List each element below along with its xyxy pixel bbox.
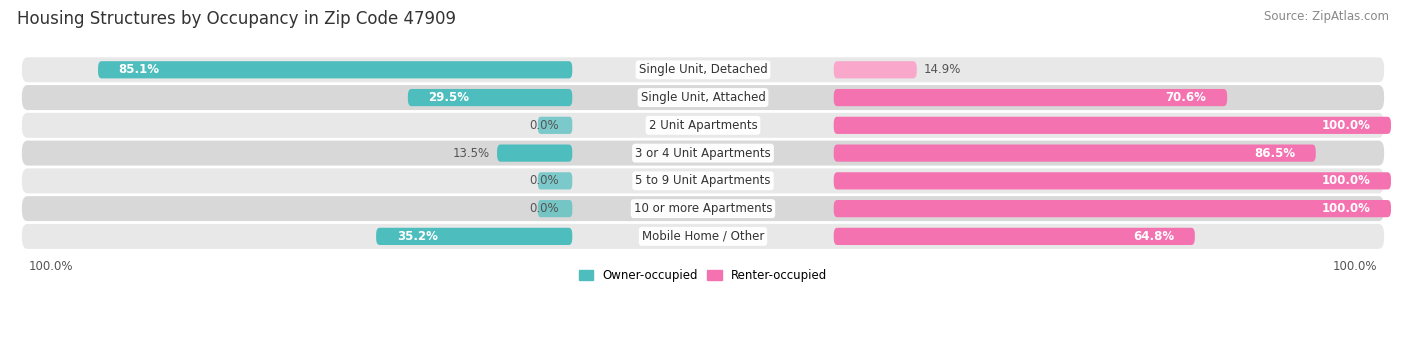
FancyBboxPatch shape [834,89,1227,106]
FancyBboxPatch shape [498,145,572,162]
FancyBboxPatch shape [834,228,1195,245]
FancyBboxPatch shape [408,89,572,106]
FancyBboxPatch shape [22,196,1384,221]
Text: Single Unit, Detached: Single Unit, Detached [638,63,768,76]
Text: 10 or more Apartments: 10 or more Apartments [634,202,772,215]
FancyBboxPatch shape [22,113,1384,138]
Text: 5 to 9 Unit Apartments: 5 to 9 Unit Apartments [636,174,770,187]
FancyBboxPatch shape [98,61,572,78]
FancyBboxPatch shape [538,172,572,190]
Text: 85.1%: 85.1% [118,63,160,76]
FancyBboxPatch shape [834,145,1316,162]
FancyBboxPatch shape [377,228,572,245]
Text: 100.0%: 100.0% [28,260,73,273]
Text: Housing Structures by Occupancy in Zip Code 47909: Housing Structures by Occupancy in Zip C… [17,10,456,28]
FancyBboxPatch shape [22,85,1384,110]
Text: Source: ZipAtlas.com: Source: ZipAtlas.com [1264,10,1389,23]
FancyBboxPatch shape [834,200,1391,217]
FancyBboxPatch shape [834,61,917,78]
Text: 29.5%: 29.5% [429,91,470,104]
Text: 100.0%: 100.0% [1322,174,1371,187]
FancyBboxPatch shape [538,200,572,217]
FancyBboxPatch shape [538,117,572,134]
FancyBboxPatch shape [22,140,1384,166]
Text: 100.0%: 100.0% [1322,202,1371,215]
Text: 35.2%: 35.2% [396,230,437,243]
Legend: Owner-occupied, Renter-occupied: Owner-occupied, Renter-occupied [574,265,832,287]
Text: Mobile Home / Other: Mobile Home / Other [641,230,765,243]
Text: 0.0%: 0.0% [529,202,558,215]
Text: 2 Unit Apartments: 2 Unit Apartments [648,119,758,132]
FancyBboxPatch shape [22,224,1384,249]
Text: 3 or 4 Unit Apartments: 3 or 4 Unit Apartments [636,147,770,160]
Text: 70.6%: 70.6% [1166,91,1206,104]
Text: 86.5%: 86.5% [1254,147,1295,160]
FancyBboxPatch shape [22,168,1384,193]
Text: 14.9%: 14.9% [924,63,962,76]
Text: Single Unit, Attached: Single Unit, Attached [641,91,765,104]
Text: 64.8%: 64.8% [1133,230,1174,243]
Text: 0.0%: 0.0% [529,119,558,132]
Text: 13.5%: 13.5% [453,147,491,160]
FancyBboxPatch shape [834,117,1391,134]
FancyBboxPatch shape [22,57,1384,82]
Text: 100.0%: 100.0% [1322,119,1371,132]
Text: 0.0%: 0.0% [529,174,558,187]
FancyBboxPatch shape [834,172,1391,190]
Text: 100.0%: 100.0% [1333,260,1378,273]
